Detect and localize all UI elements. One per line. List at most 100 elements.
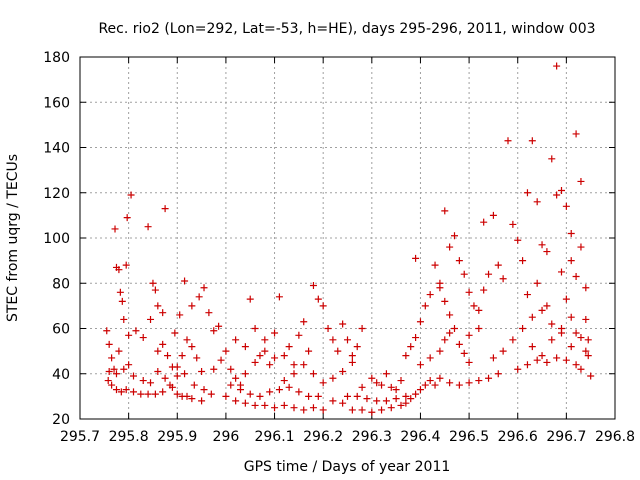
data-point <box>465 358 473 366</box>
data-point <box>446 243 454 251</box>
data-point <box>232 374 240 382</box>
data-point <box>300 361 308 369</box>
data-point <box>232 397 240 405</box>
data-point <box>295 388 303 396</box>
data-point <box>519 325 527 332</box>
data-point <box>159 388 167 396</box>
data-point <box>103 327 111 335</box>
data-point <box>261 347 269 355</box>
data-point <box>195 293 203 301</box>
data-point <box>108 381 116 389</box>
data-point <box>504 137 512 145</box>
data-point <box>465 379 473 387</box>
data-point <box>261 401 269 409</box>
data-point <box>348 406 356 414</box>
y-tick-label: 120 <box>43 186 70 202</box>
data-point <box>183 392 191 400</box>
data-point <box>139 377 147 385</box>
data-point <box>358 406 366 414</box>
data-point <box>266 388 274 396</box>
data-point <box>548 155 556 163</box>
data-point <box>122 386 130 394</box>
data-point <box>426 377 434 385</box>
data-point <box>173 363 181 371</box>
y-tick-label: 100 <box>43 231 70 247</box>
data-point <box>108 354 116 362</box>
x-tick-label: 296 <box>213 429 240 445</box>
data-point <box>164 352 172 360</box>
data-point <box>144 223 152 231</box>
data-point <box>210 365 218 373</box>
data-point <box>210 327 218 335</box>
data-point <box>412 254 420 262</box>
data-point <box>533 356 541 364</box>
data-point <box>168 383 176 391</box>
x-tick-label: 296.8 <box>595 429 635 445</box>
x-tick-label: 296.2 <box>303 429 343 445</box>
data-point <box>584 336 592 344</box>
data-point <box>154 367 162 375</box>
data-point <box>426 354 434 362</box>
data-point <box>334 347 342 355</box>
data-point <box>183 336 191 344</box>
data-point <box>475 325 483 332</box>
data-point <box>339 399 347 407</box>
data-point <box>344 392 351 400</box>
data-point <box>455 257 463 265</box>
data-point <box>120 315 128 323</box>
data-point <box>465 288 473 296</box>
data-point <box>251 325 259 332</box>
data-point <box>280 401 288 409</box>
data-point <box>181 370 189 378</box>
data-point <box>572 272 580 280</box>
data-point <box>407 395 415 403</box>
data-point <box>514 365 522 373</box>
data-point <box>188 395 196 403</box>
y-tick-label: 40 <box>52 367 70 383</box>
data-point <box>470 302 478 310</box>
data-point <box>533 279 541 287</box>
data-point <box>553 62 561 70</box>
data-point <box>111 225 119 233</box>
data-point <box>217 356 225 364</box>
data-point <box>455 381 463 389</box>
data-point <box>112 386 120 394</box>
data-point <box>489 354 497 362</box>
data-point <box>290 361 298 369</box>
data-point <box>499 347 507 355</box>
data-point <box>173 372 181 380</box>
data-point <box>348 352 356 360</box>
data-point <box>188 302 196 310</box>
data-point <box>105 340 113 348</box>
data-point <box>178 352 186 360</box>
data-point <box>451 325 458 332</box>
data-point <box>436 279 444 287</box>
data-point <box>344 336 351 344</box>
data-point <box>421 381 429 389</box>
data-point <box>285 343 293 351</box>
data-point <box>446 311 454 319</box>
data-point <box>485 374 493 382</box>
data-point <box>392 395 400 403</box>
data-point <box>436 374 444 382</box>
data-point <box>402 399 410 407</box>
data-point <box>455 340 463 348</box>
data-point <box>397 401 405 409</box>
data-point <box>116 288 124 296</box>
data-point <box>543 358 551 366</box>
data-point <box>460 270 468 278</box>
data-point <box>127 191 135 199</box>
data-point <box>139 334 147 342</box>
data-point <box>382 370 390 378</box>
data-point <box>271 404 279 412</box>
data-point <box>319 379 327 387</box>
data-point <box>227 381 235 389</box>
data-point <box>368 374 376 382</box>
data-point <box>378 406 386 414</box>
data-point <box>290 370 298 378</box>
data-point <box>118 297 126 305</box>
data-point <box>222 392 230 400</box>
data-point <box>200 386 208 394</box>
data-point <box>446 379 454 387</box>
